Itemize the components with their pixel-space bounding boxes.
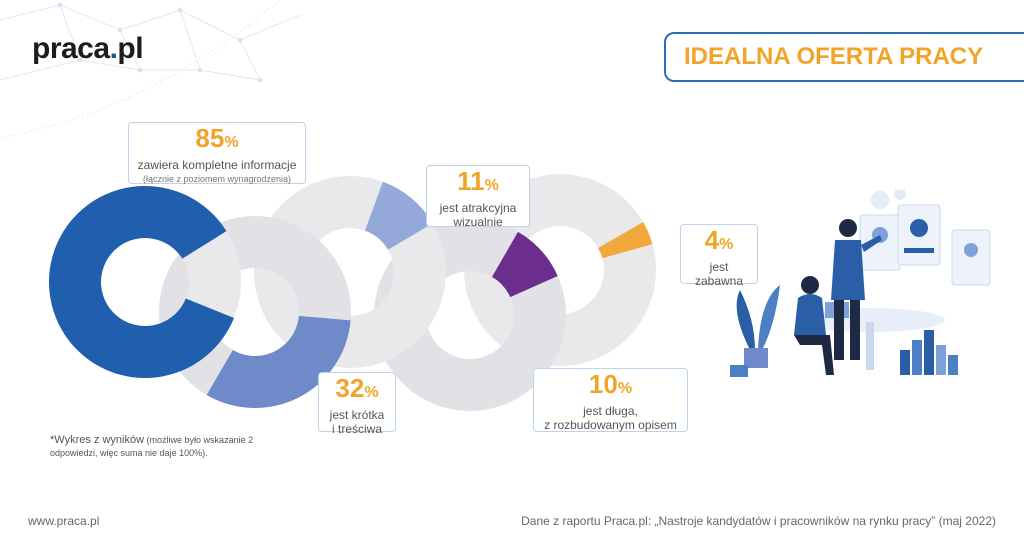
title-text: IDEALNA OFERTA PRACY: [684, 43, 984, 70]
callout-line2: i treściwa: [331, 422, 382, 436]
callout-line2: z rozbudowanym opisem: [544, 418, 677, 432]
praca-logo: praca.pl: [32, 32, 144, 66]
office-illustration: [730, 190, 991, 377]
callout-32: 32% jest krótka i treściwa: [318, 372, 396, 436]
pct-value: 32: [335, 373, 365, 403]
man-figure: [831, 219, 882, 360]
page-title: IDEALNA OFERTA PRACY: [664, 32, 1024, 82]
gear-icon: [871, 190, 906, 209]
callout-line1: zawiera kompletne informacje: [137, 158, 297, 172]
callout-11: 11% jest atrakcyjna wizualnie: [426, 165, 530, 229]
segment-zabawna: [598, 222, 653, 259]
logo-dot: .: [109, 32, 118, 65]
logo-tld: pl: [117, 32, 144, 65]
footer-website: www.praca.pl: [28, 514, 100, 528]
footnote-detail: (możliwe było wskazanie 2 odpowiedzi, wi…: [50, 435, 254, 458]
plant-icon: [736, 285, 780, 368]
callout-10: 10% jest długa, z rozbudowanym opisem: [533, 368, 688, 432]
callout-line2: (łącznie z poziomem wynagrodzenia): [142, 174, 292, 184]
network-decoration: [0, 0, 301, 139]
callout-line1: jest atrakcyjna: [439, 201, 517, 215]
pct-value: 4: [704, 225, 720, 255]
callout-line1: jest krótka: [329, 408, 385, 422]
callout-line2: wizualnie: [453, 215, 503, 229]
logo-name: praca: [32, 32, 110, 65]
footer-source: Dane z raportu Praca.pl: „Nastroje kandy…: [521, 514, 996, 528]
data-segments: [49, 181, 653, 408]
pct-value: 85: [195, 123, 225, 153]
callout-line1: jest długa,: [583, 404, 638, 418]
callout-85: 85% zawiera kompletne informacje (łączni…: [128, 122, 306, 184]
callout-4: 4% jest zabawna: [680, 224, 758, 288]
segment-dluga: [492, 231, 558, 298]
callout-line2: zabawna: [694, 274, 744, 288]
footnote: *Wykres z wyników (możliwe było wskazani…: [50, 434, 255, 460]
callout-line1: jest: [709, 260, 729, 274]
bar-chart-icon: [900, 330, 958, 375]
segment-krotka: [206, 315, 351, 408]
pct-value: 11: [457, 166, 485, 196]
footnote-main: *Wykres z wyników: [50, 434, 145, 446]
profile-card-icon: [951, 229, 991, 286]
segment-kompletne: [49, 186, 235, 378]
segment-atrakcyjna: [365, 181, 433, 250]
pct-value: 10: [588, 369, 618, 399]
